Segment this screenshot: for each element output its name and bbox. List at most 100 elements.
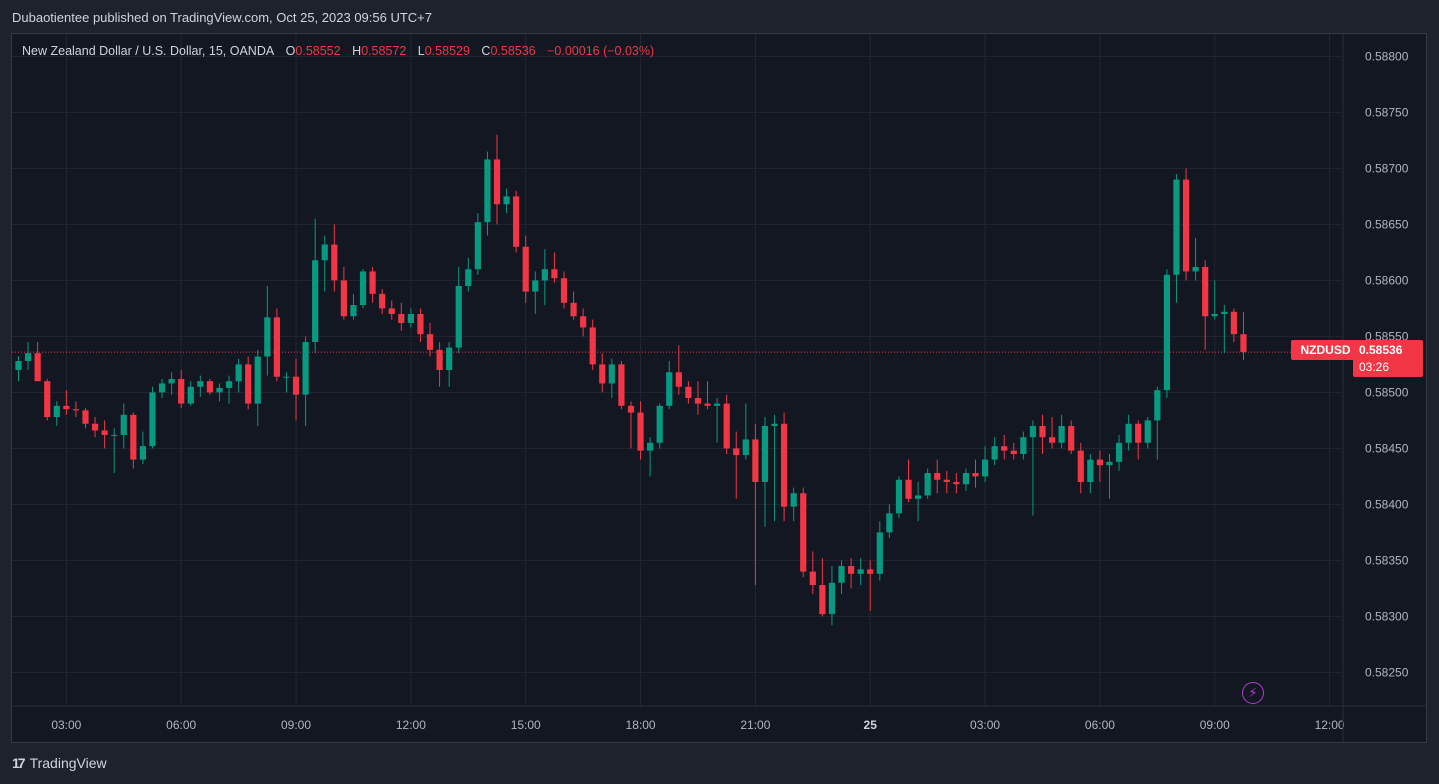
x-tick-label: 18:00 xyxy=(626,718,656,732)
candle-body xyxy=(1048,437,1056,443)
footer-branding: 17 TradingView xyxy=(12,755,107,771)
candle-body xyxy=(197,381,204,387)
candle-body xyxy=(302,342,309,395)
candle-body xyxy=(82,410,89,424)
candle-body xyxy=(254,356,261,404)
candle-body xyxy=(685,386,692,398)
candle-body xyxy=(761,426,769,482)
candle-body xyxy=(1029,426,1037,438)
legend-high-label: H xyxy=(352,44,362,58)
symbol-price-tag: NZDUSD xyxy=(1291,340,1360,360)
candle-body xyxy=(474,222,481,270)
legend-close-value: 0.58536 xyxy=(490,44,536,58)
y-tick-label: 0.58750 xyxy=(1365,105,1409,119)
candle-body xyxy=(264,317,271,357)
candle-body xyxy=(704,403,711,406)
candle-body xyxy=(972,473,979,477)
candle-body xyxy=(1173,179,1180,275)
chart-canvas[interactable]: 0.58800 0.58750 0.58700 0.58650 0.58600 0.585… xyxy=(12,34,1426,742)
candle-body xyxy=(771,423,778,426)
y-tick-label: 0.58600 xyxy=(1365,273,1409,287)
candle-body xyxy=(1058,426,1065,443)
candle-body xyxy=(34,353,41,382)
candle-body xyxy=(1125,423,1132,443)
y-tick-label: 0.58500 xyxy=(1365,385,1409,399)
candle-body xyxy=(63,405,70,410)
candle-body xyxy=(1135,423,1142,443)
candle-body xyxy=(666,372,673,406)
candle-body xyxy=(522,246,529,292)
candle-body xyxy=(1163,274,1170,391)
tradingview-brand: TradingView xyxy=(29,755,107,771)
candle-body xyxy=(1115,442,1123,462)
candle-body xyxy=(130,414,137,460)
candle-body xyxy=(331,244,338,281)
legend-low-value: 0.58529 xyxy=(424,44,470,58)
legend-change: −0.00016 (−0.03%) xyxy=(547,44,655,58)
x-tick-label: 06:00 xyxy=(166,718,196,732)
candle-body xyxy=(216,387,223,393)
candle-body xyxy=(541,269,548,281)
candle-body xyxy=(24,353,32,362)
candle-body xyxy=(149,392,156,447)
tradingview-logo: 17 xyxy=(12,755,26,771)
candle-body xyxy=(1068,426,1075,451)
x-tick-label: 25 xyxy=(864,718,878,732)
candle-body xyxy=(91,423,99,431)
candle-body xyxy=(752,439,759,482)
candle-body xyxy=(905,479,912,499)
candle-body xyxy=(312,260,319,342)
candle-body xyxy=(187,386,194,404)
candle-body xyxy=(962,473,970,485)
candle-body xyxy=(1211,314,1218,317)
y-tick-label: 0.58800 xyxy=(1365,49,1409,63)
candle-body xyxy=(1192,266,1199,272)
candle-body xyxy=(1039,426,1046,438)
candle-body xyxy=(876,532,883,574)
candle-body xyxy=(53,405,60,418)
last-price-tag: 0.58536 03:26 xyxy=(1353,340,1423,377)
candle-body xyxy=(1077,450,1084,482)
candle-body xyxy=(895,479,903,514)
candle-body xyxy=(1087,459,1094,482)
candle-body xyxy=(340,280,347,317)
y-tick-label: 0.58300 xyxy=(1365,609,1409,623)
candle-body xyxy=(379,293,386,309)
candle-body xyxy=(321,244,328,261)
candle-body xyxy=(943,479,950,482)
x-tick-label: 21:00 xyxy=(740,718,770,732)
x-tick-label: 09:00 xyxy=(1200,718,1230,732)
y-tick-label: 0.58350 xyxy=(1365,553,1409,567)
candle-body xyxy=(15,361,22,370)
candle-body xyxy=(1010,450,1017,454)
candle-body xyxy=(675,372,682,387)
candle-body xyxy=(1202,266,1209,317)
candle-body xyxy=(1001,446,1008,451)
candle-body xyxy=(886,513,893,533)
candle-body xyxy=(235,364,242,382)
y-tick-label: 0.58450 xyxy=(1365,441,1409,455)
candle-body xyxy=(1154,390,1161,421)
candle-body xyxy=(158,383,166,393)
candle-body xyxy=(570,302,577,317)
candle-body xyxy=(656,405,663,443)
candle-body xyxy=(292,376,300,395)
candle-body xyxy=(599,364,606,384)
legend-close-label: C xyxy=(481,44,491,58)
lightning-icon[interactable]: ⚡ xyxy=(1242,682,1264,704)
candle-body xyxy=(44,381,51,418)
candle-body xyxy=(1230,311,1237,335)
y-tick-label: 0.58250 xyxy=(1365,665,1409,679)
legend-open-value: 0.58552 xyxy=(295,44,341,58)
candle-body xyxy=(283,376,290,378)
candle-body xyxy=(436,349,443,370)
legend-low-label: L xyxy=(417,44,425,58)
y-tick-label: 0.58700 xyxy=(1365,161,1409,175)
candle-body xyxy=(178,378,185,404)
chart-frame[interactable]: 0.58800 0.58750 0.58700 0.58650 0.58600 0.585… xyxy=(11,33,1427,743)
candle-body xyxy=(981,459,989,477)
candle-body xyxy=(388,308,395,314)
candle-body xyxy=(828,582,836,615)
candle-body xyxy=(455,286,462,348)
candle-body xyxy=(838,566,845,583)
